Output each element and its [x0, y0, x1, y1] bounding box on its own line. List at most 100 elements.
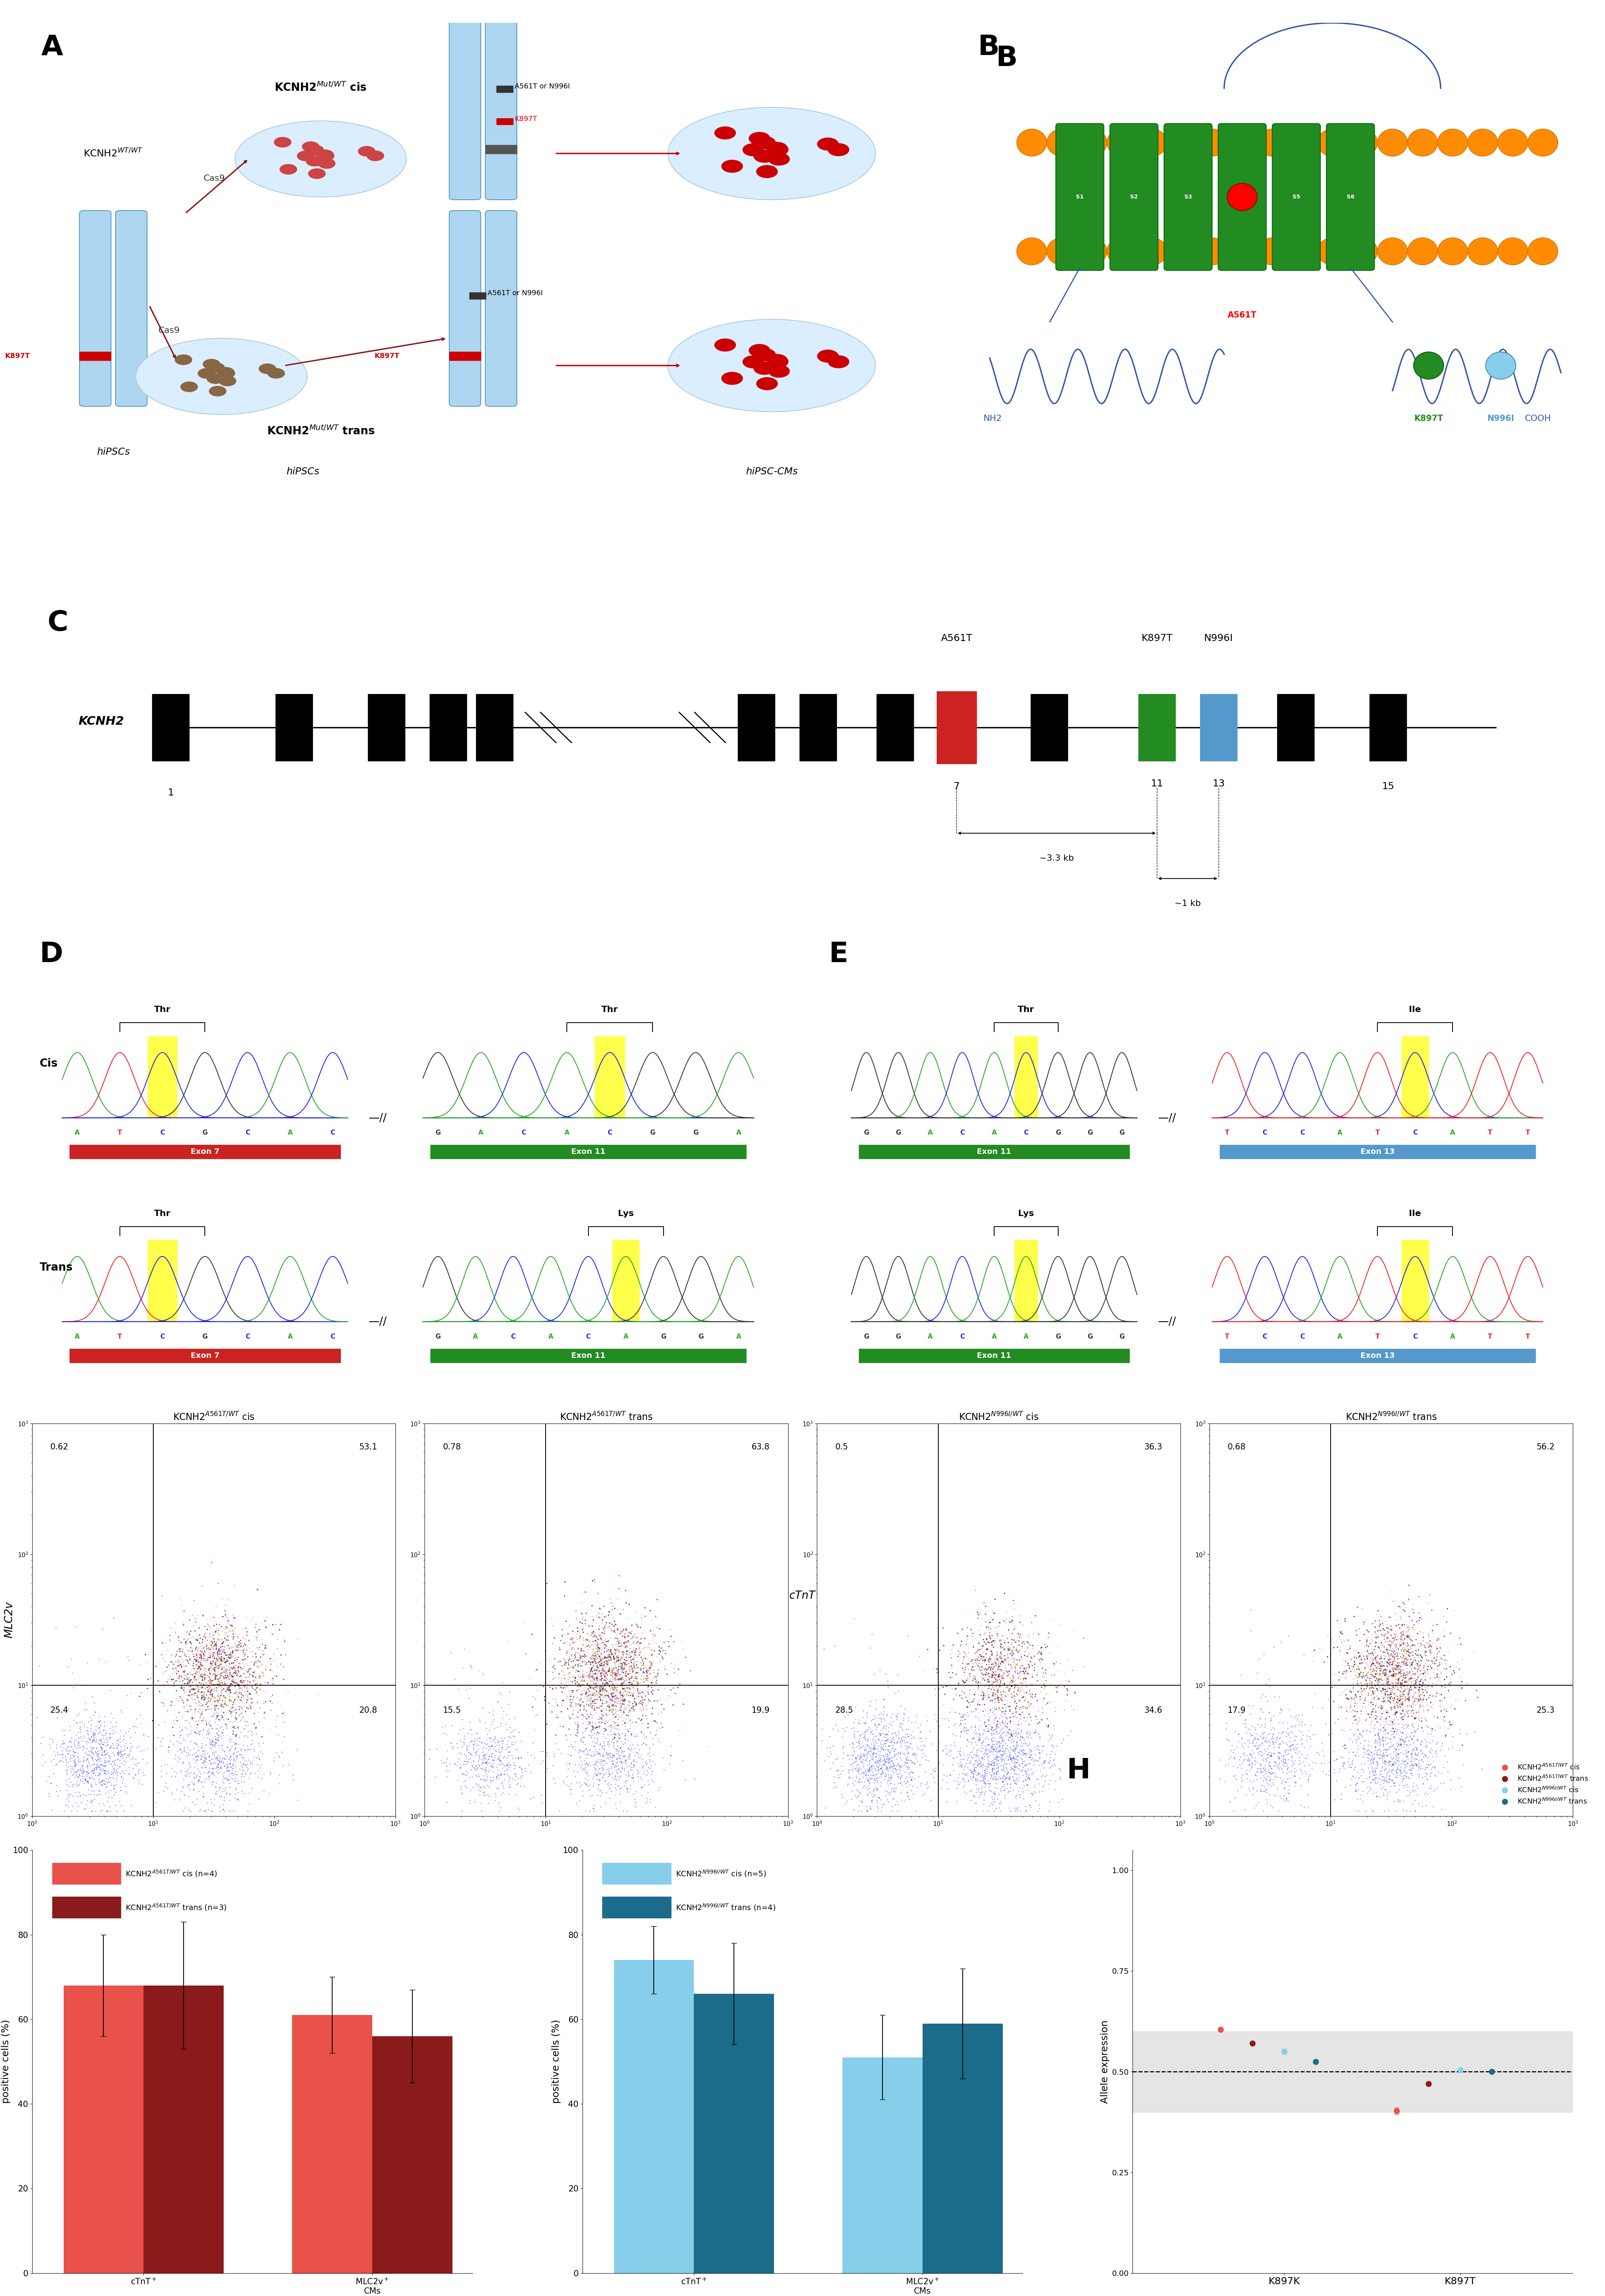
Point — [960, 1642, 985, 1678]
Point — [186, 1649, 212, 1685]
Point — [209, 1632, 234, 1669]
Point — [1385, 1616, 1411, 1653]
Point — [1348, 1717, 1374, 1754]
Point — [573, 1628, 599, 1665]
Point — [1011, 1660, 1037, 1697]
Point — [185, 1639, 210, 1676]
Point — [560, 1752, 586, 1789]
Point — [584, 1745, 610, 1782]
Point — [1342, 1646, 1367, 1683]
Point — [982, 1660, 1008, 1697]
Point — [244, 1614, 270, 1651]
Point — [976, 1655, 1002, 1692]
Point — [995, 1639, 1021, 1676]
Point — [610, 1612, 636, 1649]
Point — [1358, 1681, 1384, 1717]
Point — [213, 1646, 239, 1683]
Point — [217, 1660, 242, 1697]
Point — [993, 1653, 1019, 1690]
Point — [202, 1614, 228, 1651]
Point — [584, 1708, 610, 1745]
Point — [1295, 1756, 1321, 1793]
Point — [241, 1619, 266, 1655]
Point — [603, 1754, 629, 1791]
Point — [1387, 1660, 1412, 1697]
Point — [629, 1685, 655, 1722]
Point — [1424, 1658, 1449, 1694]
Point — [1392, 1754, 1417, 1791]
Point — [613, 1653, 639, 1690]
Point — [197, 1609, 223, 1646]
Point — [185, 1724, 210, 1761]
Point — [971, 1635, 997, 1671]
Point — [169, 1644, 194, 1681]
Point — [1436, 1706, 1462, 1743]
Point — [1374, 1660, 1400, 1697]
Point — [976, 1678, 1002, 1715]
Point — [595, 1646, 621, 1683]
Point — [1369, 1623, 1395, 1660]
Point — [968, 1644, 993, 1681]
Point — [592, 1653, 618, 1690]
Point — [644, 1639, 669, 1676]
Point — [185, 1642, 210, 1678]
Point — [872, 1717, 897, 1754]
Point — [1011, 1660, 1037, 1697]
Point — [1385, 1651, 1411, 1688]
Point — [981, 1646, 1006, 1683]
Point — [607, 1614, 632, 1651]
Point — [1412, 1754, 1438, 1791]
Point — [1337, 1688, 1363, 1724]
Point — [993, 1692, 1019, 1729]
Point — [210, 1609, 236, 1646]
Point — [610, 1665, 636, 1701]
Point — [947, 1729, 973, 1766]
Point — [1337, 1674, 1363, 1711]
Point — [634, 1688, 660, 1724]
Point — [143, 1784, 169, 1821]
Point — [888, 1736, 913, 1773]
Point — [966, 1720, 992, 1756]
Point — [1388, 1676, 1414, 1713]
Point — [1401, 1667, 1427, 1704]
Point — [875, 1750, 900, 1786]
Point — [981, 1671, 1006, 1708]
Point — [1374, 1761, 1400, 1798]
Point — [587, 1600, 613, 1637]
Point — [226, 1688, 252, 1724]
Point — [217, 1639, 242, 1676]
Point — [634, 1662, 660, 1699]
Point — [1363, 1752, 1388, 1789]
Point — [1016, 1683, 1042, 1720]
Point — [1398, 1671, 1424, 1708]
Point — [867, 1779, 892, 1816]
Point — [217, 1674, 242, 1711]
Point — [990, 1704, 1016, 1740]
Point — [1393, 1646, 1419, 1683]
Point — [613, 1740, 639, 1777]
Point — [973, 1667, 998, 1704]
Point — [1345, 1754, 1371, 1791]
Point — [1367, 1770, 1393, 1807]
Point — [90, 1786, 116, 1823]
Point — [249, 1605, 274, 1642]
Point — [965, 1681, 990, 1717]
Point — [1242, 1720, 1268, 1756]
Point — [1279, 1727, 1305, 1763]
Point — [631, 1653, 656, 1690]
Point — [965, 1793, 990, 1830]
Point — [565, 1658, 591, 1694]
Point — [610, 1653, 636, 1690]
Point — [66, 1775, 91, 1812]
Point — [498, 1729, 523, 1766]
Point — [1390, 1701, 1416, 1738]
Point — [1371, 1669, 1396, 1706]
Point — [591, 1669, 616, 1706]
Point — [860, 1731, 886, 1768]
Point — [931, 1609, 957, 1646]
Point — [594, 1646, 620, 1683]
Point — [1356, 1614, 1382, 1651]
Point — [199, 1722, 225, 1759]
Point — [602, 1678, 628, 1715]
Point — [226, 1626, 252, 1662]
